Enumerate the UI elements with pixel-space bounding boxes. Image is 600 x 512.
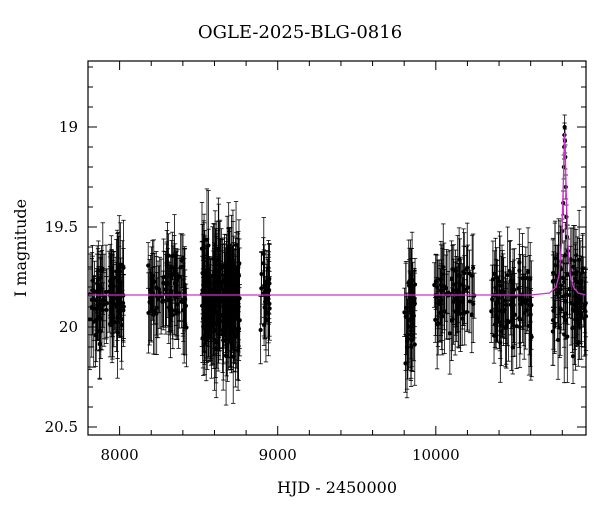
data-point xyxy=(555,300,561,380)
data-point xyxy=(157,256,163,329)
data-point xyxy=(183,293,188,356)
data-point xyxy=(523,256,528,350)
x-tick-label: 8000 xyxy=(101,446,139,464)
y-tick-label: 20 xyxy=(59,318,78,336)
data-point xyxy=(437,259,442,343)
data-point xyxy=(172,214,177,297)
y-tick-label: 19.5 xyxy=(45,218,78,236)
data-point xyxy=(493,258,499,350)
data-point xyxy=(551,272,556,350)
axis-ticks: 8000 9000 10000 19 19.5 20 20.5 xyxy=(45,61,586,464)
data-point xyxy=(266,240,271,297)
data-point xyxy=(267,270,272,337)
data-point xyxy=(164,229,170,301)
data-point xyxy=(573,248,579,296)
data-point xyxy=(160,270,166,331)
data-point xyxy=(161,238,166,328)
data-point xyxy=(199,255,205,356)
data-point xyxy=(526,276,532,376)
data-point xyxy=(222,271,228,347)
data-point xyxy=(451,244,456,325)
data-point xyxy=(208,257,214,360)
data-point xyxy=(574,291,579,347)
data-point xyxy=(461,228,466,316)
chart-title: OGLE-2025-BLG-0816 xyxy=(197,22,403,43)
data-point xyxy=(212,259,218,334)
data-point xyxy=(572,289,577,365)
data-point xyxy=(504,278,509,365)
data-point xyxy=(525,269,530,332)
data-point xyxy=(92,260,97,323)
data-point xyxy=(259,251,264,297)
data-point xyxy=(449,280,454,361)
data-point xyxy=(500,253,506,335)
data-point xyxy=(563,288,569,339)
data-point xyxy=(120,240,125,291)
data-point xyxy=(262,244,267,327)
data-point xyxy=(229,286,234,357)
plot-frame xyxy=(87,60,587,436)
data-point xyxy=(514,283,519,369)
data-point xyxy=(234,231,239,314)
data-point xyxy=(167,289,172,333)
data-point xyxy=(94,268,99,351)
y-axis-label: I magnitude xyxy=(11,199,30,297)
data-point xyxy=(235,309,241,391)
data-point xyxy=(258,295,263,365)
model-curve-layer xyxy=(88,132,587,296)
data-point xyxy=(579,256,584,310)
data-point xyxy=(202,255,207,365)
data-point xyxy=(550,297,556,366)
data-point xyxy=(406,259,412,312)
x-axis-label: HJD - 2450000 xyxy=(277,478,397,497)
data-point xyxy=(568,227,574,292)
x-tick-label: 9000 xyxy=(259,446,297,464)
data-point xyxy=(150,273,155,313)
data-point xyxy=(264,257,270,322)
data-point xyxy=(470,233,476,303)
data-point xyxy=(517,243,522,298)
data-point xyxy=(490,240,496,318)
data-point xyxy=(412,257,418,312)
data-point xyxy=(148,254,153,341)
model-curve xyxy=(88,132,587,296)
data-point xyxy=(237,238,242,289)
data-point xyxy=(101,269,107,340)
data-point xyxy=(464,246,469,293)
data-point xyxy=(439,244,445,305)
data-point xyxy=(561,285,567,348)
data-point xyxy=(98,290,103,346)
data-point xyxy=(527,242,533,317)
data-point xyxy=(402,287,407,337)
data-point xyxy=(100,288,105,333)
y-tick-label: 20.5 xyxy=(45,418,78,436)
data-point xyxy=(561,254,566,303)
data-point xyxy=(217,280,222,352)
x-tick-label: 10000 xyxy=(412,446,460,464)
data-point xyxy=(467,249,472,298)
y-tick-label: 19 xyxy=(59,118,78,136)
data-point xyxy=(459,291,465,346)
data-point xyxy=(145,242,151,289)
data-point xyxy=(226,263,231,371)
data-point xyxy=(512,272,517,357)
data-point xyxy=(116,246,122,339)
data-point xyxy=(155,260,161,339)
data-point xyxy=(517,277,523,322)
data-points-layer xyxy=(87,114,589,406)
data-point xyxy=(456,263,462,349)
data-point xyxy=(492,250,497,298)
data-point xyxy=(204,258,209,340)
